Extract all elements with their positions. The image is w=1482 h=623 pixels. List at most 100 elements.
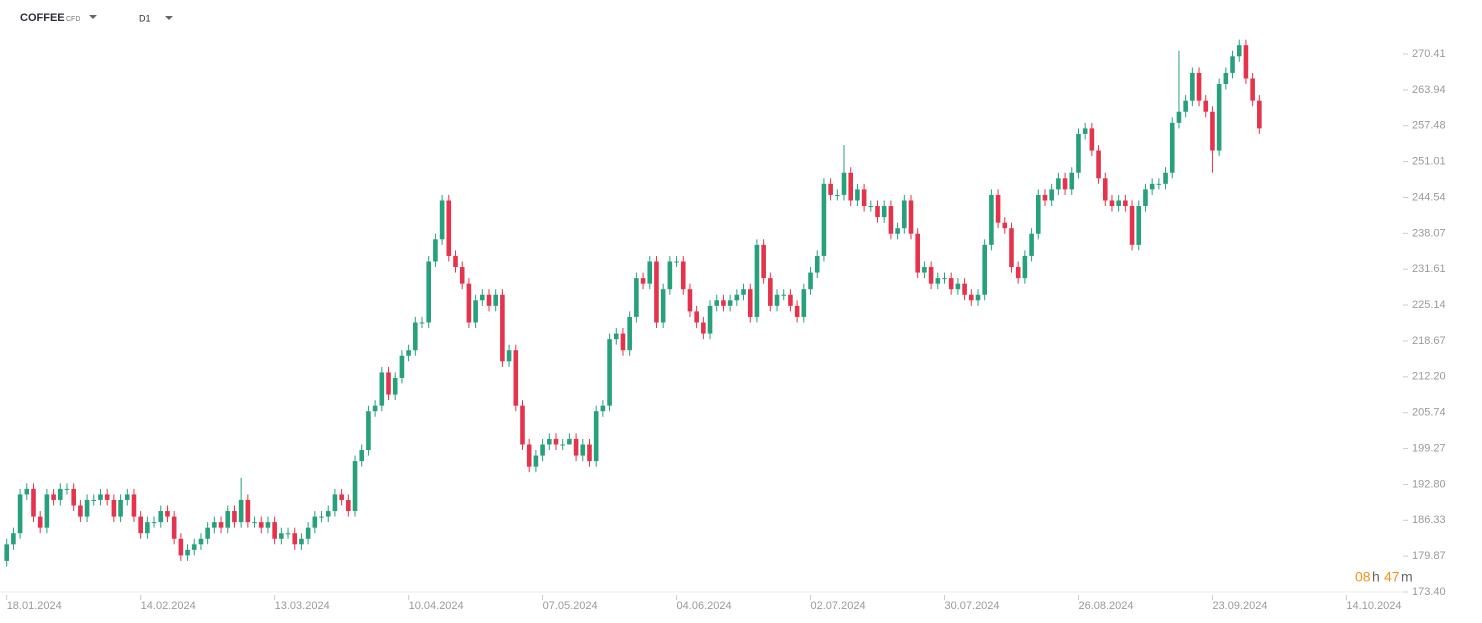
- candle-body: [31, 488, 36, 517]
- candle-body: [493, 294, 498, 306]
- y-tick-label: 212.20: [1412, 371, 1446, 383]
- candle-body: [687, 289, 693, 312]
- candle-body: [828, 183, 833, 195]
- candle-body: [238, 499, 244, 523]
- candle-body: [165, 511, 170, 517]
- candle-body: [372, 405, 378, 412]
- candle-body: [84, 499, 90, 517]
- candle-body: [788, 294, 793, 306]
- candle-body: [1203, 100, 1209, 112]
- candle-body: [1156, 183, 1162, 185]
- candle-body: [654, 261, 659, 323]
- y-tick-label: 192.80: [1412, 478, 1446, 490]
- candle-body: [1210, 111, 1215, 151]
- candle-body: [366, 411, 371, 451]
- y-tick-label: 205.74: [1412, 407, 1446, 419]
- y-tick-label: 218.67: [1412, 335, 1446, 347]
- candle-body: [593, 411, 599, 462]
- candle-body: [339, 494, 344, 500]
- candle-body: [104, 494, 110, 500]
- candle-body: [968, 294, 974, 301]
- candle-body: [1163, 172, 1168, 184]
- x-tick-label: 13.03.2024: [275, 600, 330, 612]
- candle-body: [513, 350, 519, 406]
- candle-body: [607, 339, 612, 406]
- y-tick-label: 257.48: [1412, 120, 1446, 132]
- candle-body: [1196, 72, 1202, 101]
- candle-body: [613, 333, 619, 340]
- candle-body: [44, 494, 50, 528]
- candle-body: [714, 300, 720, 306]
- candle-body: [1230, 56, 1235, 73]
- candle-body: [1243, 45, 1249, 79]
- candle-body: [78, 505, 83, 517]
- candle-body: [325, 511, 331, 517]
- y-tick-label: 270.41: [1412, 48, 1446, 60]
- candle-body: [439, 200, 445, 240]
- candle-body: [506, 350, 512, 362]
- candle-body: [500, 294, 505, 362]
- candle-body: [1096, 150, 1101, 179]
- candle-body: [533, 455, 539, 467]
- candle-body: [138, 516, 143, 534]
- candle-body: [808, 272, 813, 290]
- candle-body: [1022, 255, 1028, 279]
- candle-body: [948, 278, 954, 290]
- candle-body: [212, 522, 217, 528]
- candle-body: [4, 544, 9, 561]
- candle-body: [989, 194, 994, 245]
- candle-body: [1015, 267, 1021, 279]
- candle-body: [479, 294, 485, 301]
- candle-body: [218, 522, 224, 528]
- candle-body: [546, 438, 552, 445]
- candle-body: [379, 372, 385, 406]
- candle-body: [1089, 128, 1095, 151]
- candle-body: [835, 194, 840, 196]
- candle-body: [707, 305, 713, 334]
- candle-body: [841, 172, 847, 195]
- candle-body: [392, 377, 398, 395]
- candle-body: [459, 267, 465, 284]
- candle-body: [11, 533, 16, 545]
- candle-body: [279, 533, 284, 539]
- candle-body: [620, 333, 626, 351]
- candle-body: [51, 494, 56, 500]
- candle-body: [754, 244, 760, 317]
- candle-body: [915, 233, 921, 273]
- candle-body: [1183, 100, 1188, 112]
- candle-body: [888, 206, 894, 234]
- candle-body: [232, 511, 237, 523]
- candle-body: [151, 522, 157, 524]
- candle-body: [1123, 200, 1128, 207]
- candle-body: [413, 322, 418, 351]
- candle-body: [265, 522, 271, 528]
- candle-body: [292, 533, 298, 545]
- y-tick-label: 199.27: [1412, 442, 1446, 454]
- candle-body: [71, 488, 76, 506]
- timer-hours: 08: [1355, 569, 1371, 585]
- candle-body: [881, 206, 887, 218]
- dropdown-arrow[interactable]: [89, 15, 97, 19]
- candle-body: [814, 255, 820, 273]
- candle-body: [1250, 78, 1255, 101]
- candle-body: [486, 294, 492, 306]
- candle-body: [1223, 72, 1229, 85]
- timeframe[interactable]: D1: [139, 13, 151, 23]
- candle-body: [1176, 111, 1182, 123]
- instrument-type: CFD: [66, 16, 80, 23]
- candle-body: [258, 522, 264, 528]
- candle-body: [861, 189, 867, 207]
- candle-body: [453, 255, 458, 268]
- candle-body: [198, 538, 204, 545]
- x-tick-label: 30.07.2024: [944, 600, 999, 612]
- candle-body: [701, 322, 706, 334]
- symbol[interactable]: COFFEE: [20, 12, 65, 24]
- candle-body: [359, 450, 365, 462]
- x-tick-label: 26.08.2024: [1078, 600, 1133, 612]
- candle-body: [1035, 194, 1041, 234]
- candle-body: [433, 239, 438, 262]
- candle-body: [526, 444, 532, 467]
- candle-body: [245, 499, 251, 523]
- dropdown-arrow[interactable]: [165, 16, 173, 20]
